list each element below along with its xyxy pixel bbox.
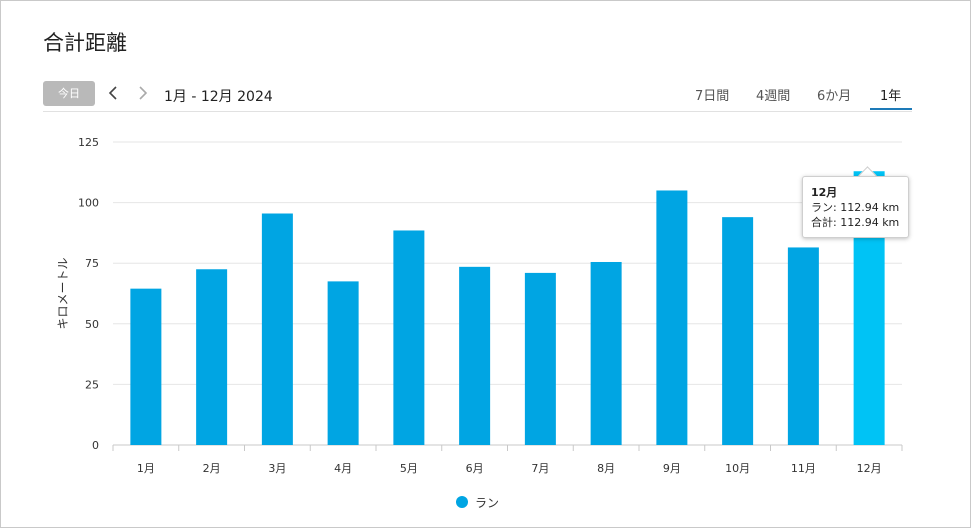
date-range-label: 1月 - 12月 2024 [164,89,273,105]
x-tick-label: 1月 [137,462,155,475]
y-tick-label: 50 [85,318,99,331]
tooltip-title: 12月 [811,186,838,199]
chart-tooltip: 12月 ラン: 112.94 km 合計: 112.94 km [802,176,909,238]
x-tick-label: 6月 [466,462,484,475]
bar-7月 [524,272,556,445]
tab-7-days[interactable]: 7日間 [695,89,730,104]
bar-1月 [130,288,162,445]
x-tick-label: 5月 [400,462,418,475]
x-tick-label: 4月 [334,462,352,475]
bar-11月 [787,247,819,445]
page-title: 合計距離 [43,31,127,55]
bar-4月 [327,281,359,445]
x-tick-label: 7月 [531,462,549,475]
y-tick-label: 0 [92,439,99,452]
active-tab-indicator [870,108,912,110]
bar-10月 [722,217,754,445]
x-tick-label: 8月 [597,462,615,475]
tab-1-year[interactable]: 1年 [880,89,902,104]
y-axis-label: キロメートル [56,257,70,329]
tab-4-weeks[interactable]: 4週間 [756,89,791,104]
bar-3月 [261,213,293,445]
y-tick-label: 75 [85,257,99,270]
x-tick-label: 9月 [663,462,681,475]
chevron-right-icon[interactable] [132,83,152,103]
x-tick-label: 2月 [203,462,221,475]
tab-6-months[interactable]: 6か月 [817,89,852,104]
chevron-left-icon[interactable] [104,83,124,103]
bar-6月 [459,266,491,445]
legend-label: ラン [475,496,500,510]
legend-swatch [456,496,468,508]
y-tick-label: 25 [85,378,99,391]
bar-8月 [590,261,622,445]
tooltip-total-value: 合計: 112.94 km [811,216,900,229]
bar-5月 [393,230,425,445]
today-button[interactable]: 今日 [43,81,95,106]
y-tick-label: 100 [78,197,99,210]
y-tick-label: 125 [78,136,99,149]
x-tick-label: 12月 [857,462,882,475]
tooltip-run-value: ラン: 112.94 km [811,201,900,214]
bar-9月 [656,190,688,445]
x-tick-label: 3月 [268,462,286,475]
x-tick-label: 10月 [725,462,750,475]
x-tick-label: 11月 [791,462,816,475]
bar-2月 [196,269,228,445]
date-toolbar: 今日 1月 - 12月 2024 7日間 4週間 6か月 1年 [43,81,912,112]
